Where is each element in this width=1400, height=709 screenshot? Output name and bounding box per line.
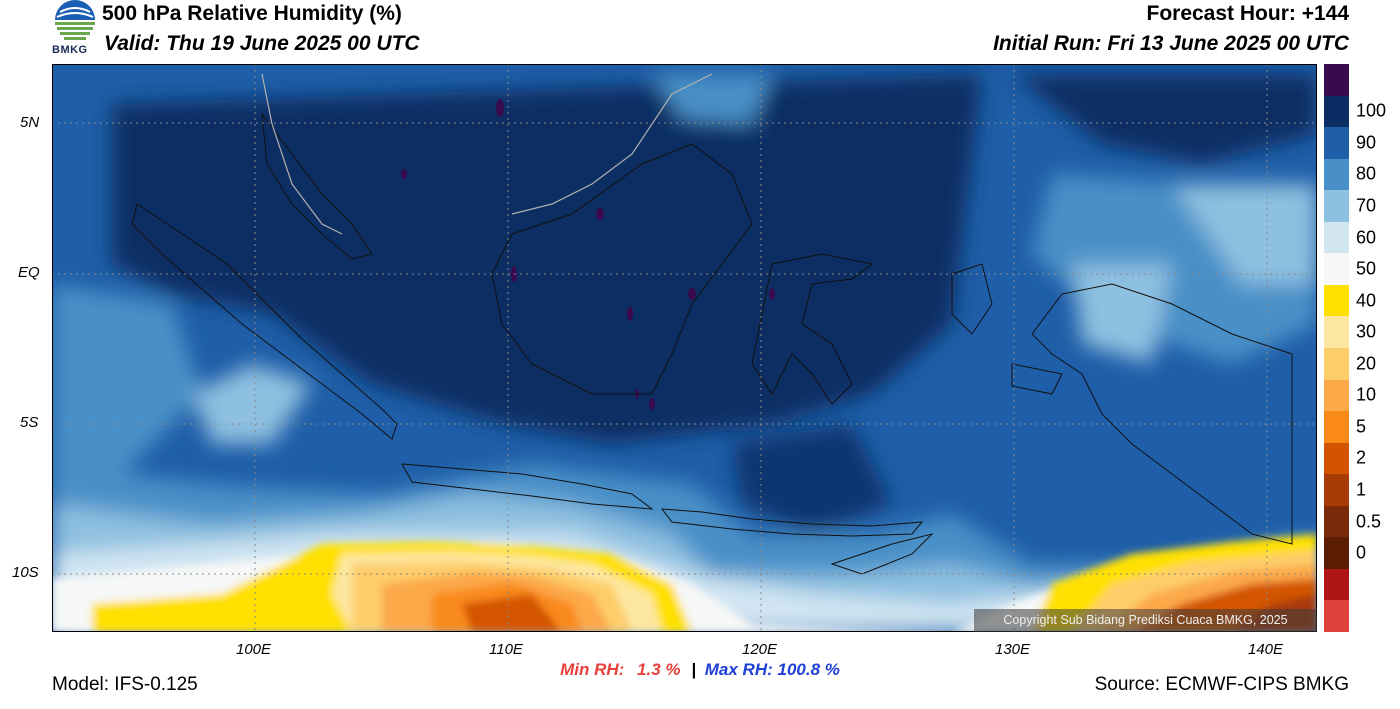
saturation-specks [401,99,775,410]
chart-title: 500 hPa Relative Humidity (%) [102,2,402,25]
colorbar-segment [1324,158,1349,191]
lat-label: 5S [20,414,39,431]
colorbar-tick-label: 100 [1356,100,1387,121]
colorbar-tick-label: 30 [1356,321,1377,342]
valid-time: Valid: Thu 19 June 2025 00 UTC [104,32,420,55]
colorbar [1324,64,1349,633]
lat-label: 10S [12,564,39,581]
initial-run: Initial Run: Fri 13 June 2025 00 UTC [993,32,1349,55]
map-frame [52,64,1317,632]
stats-separator: | [691,660,697,679]
colorbar-segment [1324,95,1349,128]
gridlines [52,64,1317,632]
colorbar-tick-label: 0.5 [1356,511,1382,532]
colorbar-tick-label: 90 [1356,132,1377,153]
coastlines [131,112,1293,575]
colorbar-segment [1324,253,1349,286]
colorbar-segment [1324,442,1349,475]
max-rh-label: Max RH: 100.8 % [704,660,840,679]
colorbar-segment [1324,600,1349,633]
rh-stats: Min RH: 1.3 % | Max RH: 100.8 % [0,660,1400,680]
colorbar-tick-label: 80 [1356,163,1377,184]
colorbar-segment [1324,411,1349,444]
min-rh-value: 1.3 % [637,660,681,679]
lon-label: 120E [742,641,778,658]
data-source: Source: ECMWF-CIPS BMKG [1094,674,1349,695]
colorbar-tick-label: 60 [1356,227,1377,248]
colorbar-segment [1324,379,1349,412]
humidity-map [52,64,1317,632]
colorbar-tick-label: 1 [1356,479,1367,500]
colorbar-segment [1324,127,1349,160]
colorbar-tick-label: 0 [1356,542,1367,563]
lat-label: 5N [20,114,40,131]
lon-label: 110E [489,641,523,658]
colorbar-segment [1324,316,1349,349]
colorbar-tick-label: 50 [1356,258,1377,279]
copyright-notice: Copyright Sub Bidang Prediksi Cuaca BMKG… [974,609,1317,632]
colorbar-segment [1324,221,1349,254]
colorbar-tick-label: 40 [1356,290,1377,311]
colorbar-tick-label: 70 [1356,195,1377,216]
colorbar-segment [1324,568,1349,601]
lon-label: 100E [236,641,272,658]
colorbar-tick-label: 2 [1356,447,1367,468]
colorbar-segment [1324,537,1349,570]
forecast-hour: Forecast Hour: +144 [1146,2,1350,25]
colorbar-segment [1324,348,1349,381]
lon-label: 130E [995,641,1031,658]
lat-label: EQ [18,264,40,281]
lon-label: 140E [1248,641,1284,658]
colorbar-tick-label: 5 [1356,416,1367,437]
coastlines-grey [261,73,713,235]
colorbar-tick-label: 20 [1356,353,1377,374]
logo-text: BMKG [52,44,88,56]
colorbar-tick-label: 10 [1356,384,1377,405]
colorbar-segment [1324,474,1349,507]
bmkg-logo [50,0,100,60]
min-rh-label: Min RH: [560,660,625,679]
colorbar-segment [1324,64,1349,97]
colorbar-segment [1324,505,1349,538]
colorbar-segment [1324,284,1349,317]
colorbar-segment [1324,190,1349,223]
model-name: Model: IFS-0.125 [52,674,198,695]
